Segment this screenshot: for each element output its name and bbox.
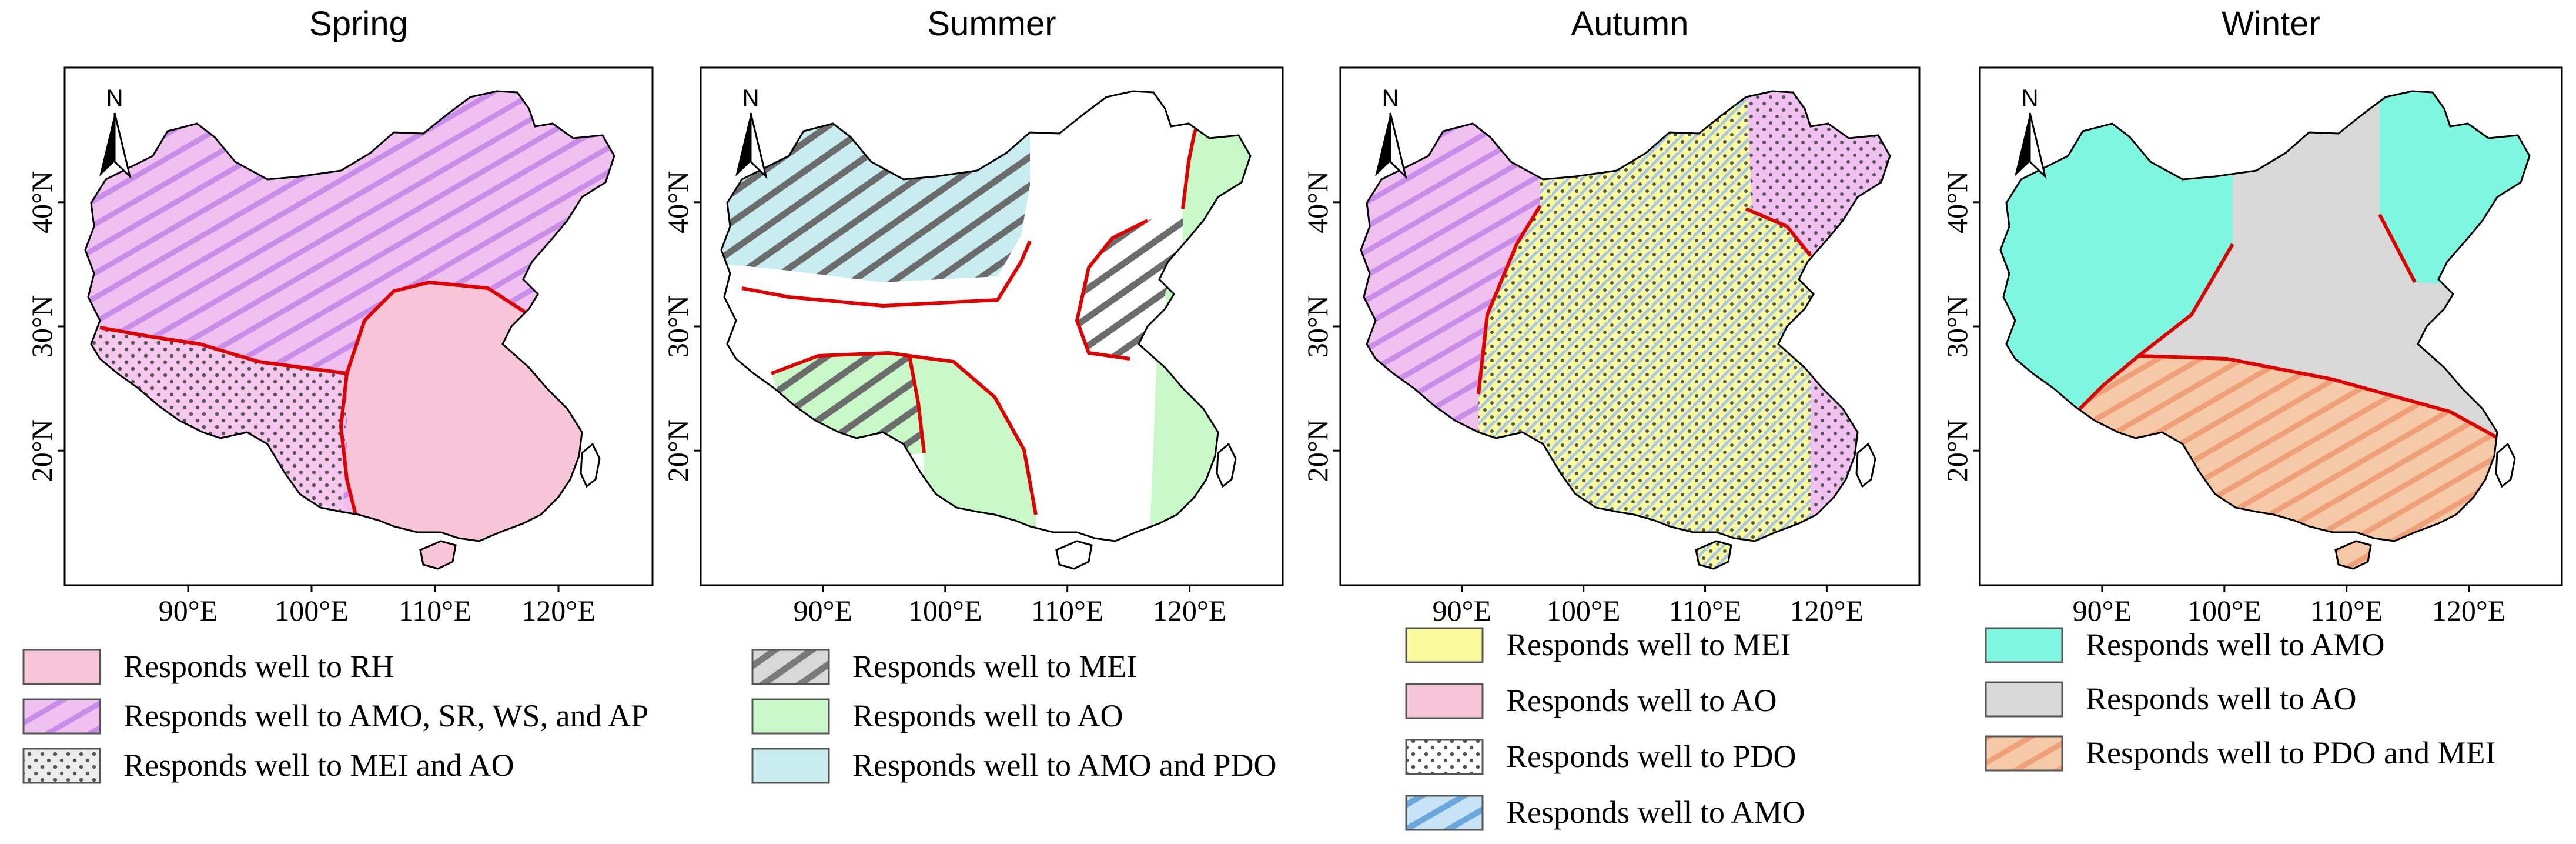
legend-label: Responds well to AMO, SR, WS, and AP (123, 698, 648, 733)
panel-winter: Winter N 90°E 100°E 110°E 120°E 40°N 30°N 20°N Re… (1941, 5, 2563, 772)
legend-label: Responds well to MEI (852, 649, 1137, 684)
svg-text:N: N (742, 85, 760, 111)
legend-label: Responds well to PDO and MEI (2086, 735, 2495, 770)
map-area (84, 90, 615, 570)
region-boundary (908, 355, 926, 453)
legend-swatch (751, 649, 830, 685)
x-tick-label: 100°E (908, 594, 982, 627)
north-arrow-icon: N (1375, 85, 1407, 179)
x-tick-label: 100°E (2187, 594, 2261, 627)
x-tick-label: 90°E (794, 594, 853, 627)
legend-swatch (1985, 735, 2063, 772)
hainan-island (419, 540, 457, 570)
x-tick-label: 90°E (2073, 594, 2132, 627)
legend-label: Responds well to AMO (2086, 627, 2385, 662)
x-tick-label: 90°E (1433, 594, 1492, 627)
panel-title: Spring (309, 5, 408, 43)
legend-swatch (1405, 683, 1484, 719)
y-tick-label: 40°N (1941, 171, 1973, 233)
legend: Responds well to MEI Responds well to AO R… (751, 649, 1277, 784)
legend: Responds well to AMO Responds well to AO R… (1985, 627, 2495, 772)
svg-text:N: N (1382, 85, 1399, 111)
panel-title: Autumn (1571, 5, 1689, 43)
region-boundary (2378, 213, 2417, 283)
map-area (720, 90, 1252, 570)
x-tick-label: 110°E (399, 594, 471, 627)
y-tick-label: 20°N (1301, 419, 1334, 482)
region-boundary (1477, 205, 1542, 395)
y-tick-label: 20°N (661, 419, 694, 482)
x-tick-label: 100°E (275, 594, 349, 627)
x-tick-label: 100°E (1547, 594, 1621, 627)
map-area (1999, 90, 2531, 570)
y-tick-label: 20°N (1941, 419, 1973, 482)
x-tick-label: 110°E (2310, 594, 2383, 627)
legend-label: Responds well to AO (2086, 681, 2357, 716)
y-tick-label: 30°N (1301, 295, 1334, 358)
panel-title: Winter (2222, 5, 2320, 43)
taiwan-island (2495, 443, 2516, 488)
region-boundary (99, 326, 347, 375)
legend-swatch (751, 748, 830, 784)
panel-title: Summer (927, 5, 1056, 43)
y-tick-label: 30°N (25, 295, 58, 358)
hainan-island (1695, 540, 1732, 570)
x-tick-label: 120°E (2432, 594, 2506, 627)
x-tick-label: 110°E (1031, 594, 1104, 627)
region-boundary (1745, 207, 1812, 257)
panel-spring: Spring N 90°E 100°E 110°E 120°E 40°N 30°N 20°N Re… (22, 5, 654, 784)
y-tick-label: 40°N (661, 171, 694, 233)
region-boundary (2138, 354, 2510, 446)
y-tick-label: 30°N (661, 295, 694, 358)
y-tick-label: 40°N (1301, 171, 1334, 233)
legend-label: Responds well to AO (852, 698, 1123, 733)
legend: Responds well to MEI Responds well to AO R… (1405, 627, 1805, 831)
x-tick-label: 90°E (159, 594, 218, 627)
legend: Responds well to RH Responds well to AMO,… (22, 649, 648, 784)
hainan-island (2334, 540, 2372, 570)
legend-label: Responds well to AMO and PDO (852, 748, 1277, 783)
legend-swatch (751, 698, 830, 735)
legend-swatch (22, 649, 101, 685)
x-tick-label: 120°E (1790, 594, 1864, 627)
x-tick-label: 110°E (1669, 594, 1742, 627)
region-boundary (770, 351, 1038, 515)
region-rh (347, 282, 594, 541)
legend-swatch (1985, 627, 2063, 663)
legend-swatch (1405, 739, 1484, 775)
legend-label: Responds well to PDO (1506, 739, 1796, 774)
taiwan-island (1855, 443, 1876, 488)
north-arrow-icon: N (735, 85, 768, 179)
x-tick-label: 120°E (521, 594, 596, 627)
legend-label: Responds well to AO (1506, 683, 1777, 718)
y-tick-label: 40°N (25, 171, 58, 233)
x-tick-label: 120°E (1153, 594, 1227, 627)
region-boundary (741, 240, 1032, 308)
y-tick-label: 30°N (1941, 295, 1973, 358)
legend-swatch (22, 748, 101, 784)
legend-label: Responds well to MEI (1506, 627, 1791, 662)
legend-label: Responds well to RH (123, 649, 394, 684)
taiwan-island (580, 443, 601, 488)
legend-label: Responds well to MEI and AO (123, 748, 514, 783)
legend-swatch (1985, 681, 2063, 718)
svg-text:N: N (2022, 85, 2039, 111)
region-amo-northeast (2380, 91, 2530, 291)
legend-swatch (1405, 795, 1484, 831)
north-arrow-icon: N (99, 85, 132, 179)
legend-swatch (22, 698, 101, 735)
taiwan-island (1216, 443, 1237, 488)
panel-autumn: Autumn N 90°E 100°E 110°E 120°E 40°N 30°N 20°N Re… (1301, 5, 1921, 831)
y-tick-label: 20°N (25, 419, 58, 482)
panel-summer: Summer N 90°E 100°E 110°E 120°E 40°N 30°N 20°N Re… (661, 5, 1284, 784)
svg-text:N: N (106, 85, 123, 111)
north-arrow-icon: N (2015, 85, 2047, 179)
hainan-island (1055, 540, 1093, 570)
map-area (1360, 90, 1891, 570)
region-boundary (1075, 219, 1149, 361)
legend-swatch (1405, 627, 1484, 663)
legend-label: Responds well to AMO (1506, 795, 1805, 830)
